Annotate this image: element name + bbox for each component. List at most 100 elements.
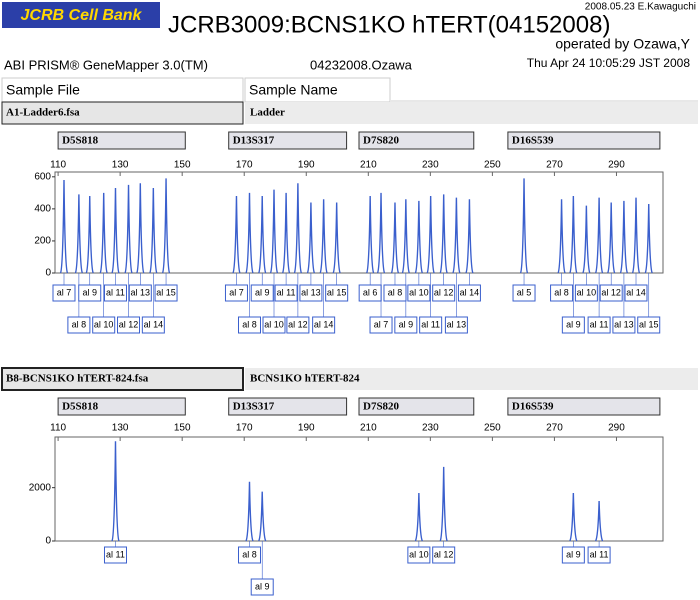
marker-bin [57, 397, 186, 416]
marker-bin [507, 397, 661, 416]
allele-box [224, 284, 248, 302]
peak [293, 183, 303, 274]
column-header: Sample File [6, 82, 80, 98]
x-tick-label: 110 [50, 423, 66, 434]
allele-box [128, 284, 152, 302]
allele-box [237, 546, 261, 564]
x-tick-label: 110 [50, 160, 66, 171]
peak [319, 199, 328, 274]
allele-label: al 13 [447, 319, 467, 329]
marker-bin [228, 397, 348, 416]
allele-label: al 9 [255, 287, 270, 297]
peak [619, 200, 629, 274]
marker-bin [358, 131, 475, 150]
peak [439, 466, 448, 542]
allele-label: al 13 [301, 287, 321, 297]
y-tick-label: 600 [34, 171, 51, 182]
header-cell [244, 77, 391, 103]
marker-bin [507, 131, 661, 150]
x-tick-label: 130 [112, 160, 129, 171]
allele-box [587, 316, 611, 334]
x-tick-label: 290 [608, 423, 625, 434]
allele-box [457, 284, 481, 302]
allele-label: al 12 [288, 319, 308, 329]
peak [258, 491, 267, 542]
allele-label: al 8 [242, 549, 257, 559]
allele-label: al 8 [388, 287, 403, 297]
allele-label: al 15 [327, 287, 347, 297]
allele-box [312, 316, 336, 334]
allele-box [67, 316, 91, 334]
sample-file: A1-Ladder6.fsa [6, 107, 80, 119]
y-tick-label: 0 [45, 268, 51, 279]
allele-box [394, 316, 418, 334]
allele-label: al 14 [460, 287, 480, 297]
marker-bin [228, 131, 348, 150]
peak [149, 188, 158, 274]
peak [414, 492, 424, 542]
allele-label: al 6 [363, 287, 378, 297]
peak [232, 196, 241, 274]
allele-label: al 11 [590, 319, 609, 329]
x-tick-label: 170 [236, 160, 253, 171]
allele-label: al 8 [554, 287, 569, 297]
allele-label: al 12 [434, 549, 454, 559]
allele-label: al 10 [409, 549, 429, 559]
allele-label: al 10 [264, 319, 284, 329]
plot-frame [54, 436, 664, 542]
peak [258, 196, 267, 274]
peak [245, 481, 254, 542]
x-tick-label: 210 [360, 423, 377, 434]
peak [111, 188, 120, 274]
peak [401, 199, 411, 274]
plot-frame [54, 171, 664, 274]
peak [376, 192, 386, 274]
allele-box [369, 316, 393, 334]
sample-name-cell [245, 102, 698, 124]
marker-bin [358, 397, 475, 416]
run: 04232008.Ozawa [310, 57, 413, 72]
peak [136, 183, 145, 274]
peak [594, 500, 604, 542]
peak [390, 202, 400, 274]
y-tick-label: 2000 [29, 482, 52, 493]
allele-label: al 13 [614, 319, 634, 329]
allele-box [325, 284, 349, 302]
marker-name: D7S820 [363, 135, 400, 147]
allele-box [599, 284, 623, 302]
allele-label: al 9 [399, 319, 414, 329]
allele-label: al 14 [314, 319, 334, 329]
x-tick-label: 290 [608, 160, 625, 171]
peak [269, 189, 279, 274]
peak [85, 196, 94, 274]
allele-box [262, 316, 286, 334]
x-tick-label: 270 [546, 160, 563, 171]
peak [74, 194, 84, 274]
peak [111, 441, 120, 542]
allele-box [444, 316, 468, 334]
x-tick-label: 270 [546, 423, 563, 434]
allele-label: al 9 [255, 581, 270, 591]
allele-box [407, 546, 431, 564]
peak [569, 196, 578, 274]
sample-file-cell [1, 367, 244, 391]
allele-box [141, 316, 165, 334]
peak [245, 192, 254, 274]
allele-box [419, 316, 443, 334]
marker-name: D5S818 [62, 135, 99, 147]
peak [414, 200, 424, 274]
allele-box [512, 284, 536, 302]
marker-name: D5S818 [62, 401, 99, 413]
header-cell [1, 77, 244, 103]
x-tick-label: 130 [112, 423, 129, 434]
peak [439, 194, 448, 274]
peak [607, 202, 616, 274]
allele-label: al 11 [106, 549, 125, 559]
peak [161, 178, 171, 274]
allele-box [103, 284, 127, 302]
allele-label: al 12 [601, 287, 621, 297]
logo-box [2, 2, 160, 28]
sample-name: Ladder [250, 107, 285, 119]
allele-box [561, 546, 585, 564]
